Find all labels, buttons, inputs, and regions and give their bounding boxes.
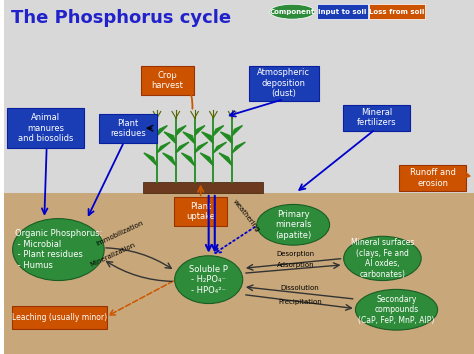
Polygon shape: [144, 153, 157, 166]
Text: Adsorption: Adsorption: [277, 262, 314, 268]
Polygon shape: [182, 153, 195, 166]
Text: Loss from soil: Loss from soil: [369, 9, 424, 15]
FancyBboxPatch shape: [369, 4, 425, 19]
Bar: [143, 182, 263, 193]
Polygon shape: [219, 153, 232, 166]
Text: Organic Phosphorus:
 - Microbial
 - Plant residues
 - Humus: Organic Phosphorus: - Microbial - Plant …: [15, 229, 102, 270]
Polygon shape: [213, 142, 227, 153]
Polygon shape: [200, 153, 213, 166]
Polygon shape: [164, 132, 176, 143]
Polygon shape: [232, 142, 246, 153]
Text: Plant
residues: Plant residues: [110, 119, 146, 138]
FancyBboxPatch shape: [99, 114, 156, 143]
Text: Precipitation: Precipitation: [278, 299, 322, 306]
Text: The Phosphorus cycle: The Phosphorus cycle: [11, 9, 232, 27]
Polygon shape: [195, 142, 208, 153]
Ellipse shape: [13, 218, 104, 280]
Text: Leaching (usually minor): Leaching (usually minor): [12, 313, 107, 322]
Text: Animal
manures
and biosolids: Animal manures and biosolids: [18, 113, 73, 143]
Polygon shape: [201, 132, 213, 143]
FancyBboxPatch shape: [174, 197, 227, 226]
Polygon shape: [157, 126, 167, 136]
Polygon shape: [145, 132, 157, 143]
FancyBboxPatch shape: [12, 306, 107, 329]
Polygon shape: [176, 142, 189, 153]
Ellipse shape: [344, 236, 421, 280]
Polygon shape: [213, 126, 224, 136]
Ellipse shape: [356, 290, 438, 330]
FancyBboxPatch shape: [141, 66, 194, 95]
Polygon shape: [195, 126, 205, 136]
Text: Primary
minerals
(apatite): Primary minerals (apatite): [275, 210, 311, 240]
Polygon shape: [163, 153, 176, 166]
Text: Crop
harvest: Crop harvest: [152, 71, 183, 90]
FancyBboxPatch shape: [249, 66, 319, 101]
Text: Atmospheric
deposition
(dust): Atmospheric deposition (dust): [257, 68, 310, 98]
Text: Input to soil: Input to soil: [318, 9, 366, 15]
FancyBboxPatch shape: [343, 105, 410, 131]
Ellipse shape: [257, 205, 329, 245]
Text: Soluble P
- H₂PO₄⁻
- HPO₄²⁻: Soluble P - H₂PO₄⁻ - HPO₄²⁻: [189, 265, 228, 295]
Text: Mineral
fertilizers: Mineral fertilizers: [357, 108, 396, 127]
Text: Mineralization: Mineralization: [89, 242, 136, 268]
Text: Desorption: Desorption: [276, 251, 315, 257]
Polygon shape: [232, 126, 243, 136]
Text: Secondary
compounds
(CaP, FeP, MnP, AlP): Secondary compounds (CaP, FeP, MnP, AlP): [358, 295, 435, 325]
FancyBboxPatch shape: [317, 4, 368, 19]
Bar: [4, 0, 474, 193]
Ellipse shape: [270, 4, 315, 19]
FancyBboxPatch shape: [7, 108, 84, 148]
Text: Mineral surfaces
(clays, Fe and
Al oxdes,
carbonates): Mineral surfaces (clays, Fe and Al oxdes…: [351, 238, 414, 279]
Polygon shape: [157, 142, 170, 153]
Polygon shape: [183, 132, 195, 143]
Text: Component: Component: [270, 9, 315, 15]
Bar: [4, 193, 474, 354]
Text: Plant
uptake: Plant uptake: [186, 202, 215, 221]
Text: Immobilization: Immobilization: [95, 220, 144, 247]
Ellipse shape: [174, 256, 243, 304]
Polygon shape: [176, 126, 186, 136]
FancyBboxPatch shape: [399, 165, 466, 191]
Text: Dissolution: Dissolution: [281, 285, 319, 291]
Polygon shape: [220, 132, 232, 143]
Text: weathering: weathering: [232, 198, 261, 233]
Text: Runoff and
erosion: Runoff and erosion: [410, 168, 456, 188]
